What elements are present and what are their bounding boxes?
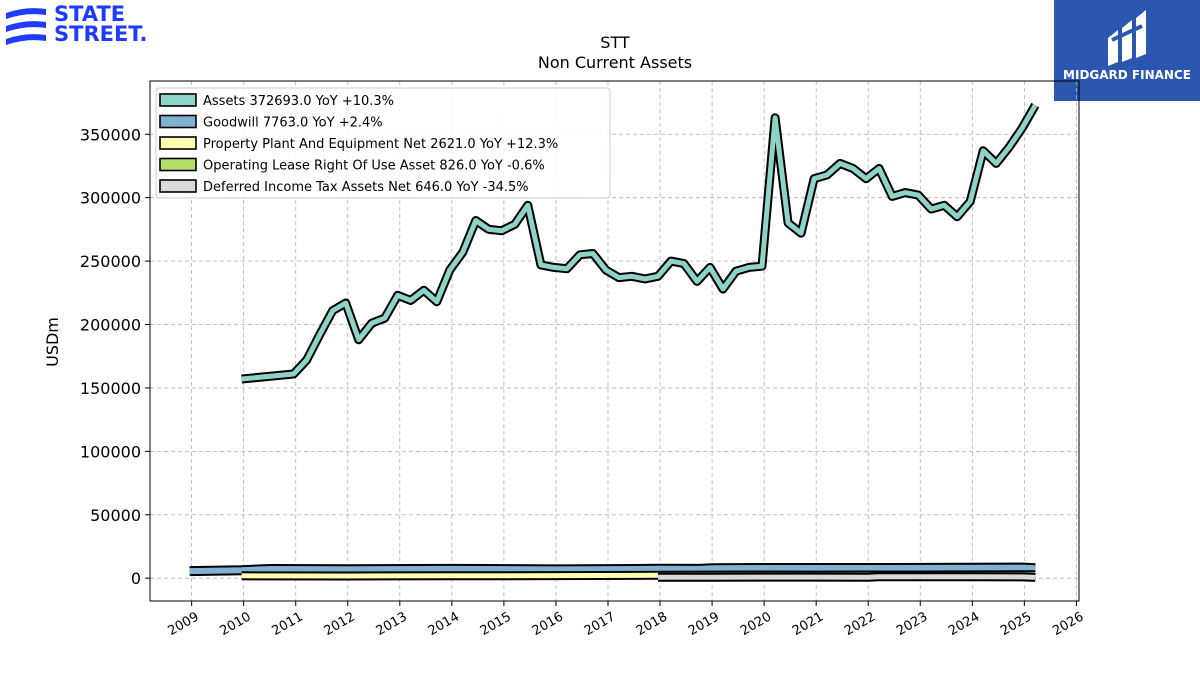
- x-tick-label: 2015: [478, 609, 514, 639]
- x-tick-label: 2009: [165, 609, 201, 639]
- y-tick-label: 200000: [80, 316, 141, 335]
- legend-swatch: [159, 93, 197, 107]
- legend-swatch: [159, 179, 197, 193]
- midgard-brand-text: MIDGARD FINANCE: [1063, 68, 1191, 82]
- chart-subtitle: Non Current Assets: [538, 53, 692, 72]
- y-axis-ticks: 0 50000 100000 150000 200000 250000 300000 3500…: [80, 125, 150, 588]
- legend-swatch: [159, 114, 197, 129]
- x-tick-label: 2014: [426, 609, 462, 639]
- legend-label: Operating Lease Right Of Use Asset 826.0…: [203, 159, 545, 174]
- y-tick-label: 100000: [80, 442, 141, 461]
- legend-label: Goodwill 7763.0 YoY +2.4%: [203, 116, 383, 131]
- legend-swatch: [159, 157, 197, 172]
- x-tick-label: 2023: [894, 609, 930, 639]
- y-tick-label: 50000: [90, 506, 141, 525]
- x-tick-label: 2020: [738, 609, 774, 639]
- y-tick-label: 250000: [80, 252, 141, 271]
- plot-frame: [149, 80, 1080, 602]
- legend-box: [155, 87, 611, 199]
- x-tick-label: 2019: [686, 609, 722, 639]
- x-tick-label: 2018: [634, 609, 670, 639]
- x-tick-label: 2024: [946, 609, 982, 639]
- x-tick-label: 2025: [998, 609, 1034, 639]
- y-axis-label: USDm: [43, 317, 62, 367]
- series-line-1: [189, 564, 1036, 575]
- x-tick-label: 2021: [790, 609, 826, 639]
- series-line-4: [657, 574, 1036, 580]
- legend-label: Assets 372693.0 YoY +10.3%: [203, 94, 394, 109]
- x-tick-label: 2016: [530, 609, 566, 639]
- x-tick-label: 2026: [1050, 609, 1086, 639]
- brand-line-2: STREET.: [54, 22, 148, 46]
- brand-line-1: STATE: [54, 2, 126, 26]
- legend-swatch: [159, 136, 197, 150]
- y-tick-label: 0: [131, 569, 141, 588]
- legend: Assets 372693.0 YoY +10.3% Goodwill 7763.…: [155, 87, 611, 199]
- state-street-stripes-icon: [6, 8, 46, 45]
- chart-title: STT: [600, 33, 630, 52]
- state-street-wordmark: STATE STREET.: [54, 2, 148, 46]
- series-line-0: [241, 103, 1038, 382]
- midgard-emblem-icon: [1108, 10, 1146, 66]
- x-tick-label: 2010: [218, 609, 254, 639]
- legend-label: Property Plant And Equipment Net 2621.0 …: [203, 137, 558, 152]
- y-tick-label: 350000: [80, 125, 141, 144]
- state-street-logo: STATE STREET.: [4, 4, 164, 48]
- x-tick-label: 2022: [842, 609, 878, 639]
- x-axis-ticks: 2009 2010 2011 2012 2013 2014 2015 2016 2017 2018…: [165, 601, 1086, 639]
- x-tick-label: 2017: [582, 609, 618, 639]
- x-tick-label: 2012: [322, 609, 358, 639]
- x-tick-label: 2013: [374, 609, 410, 639]
- midgard-finance-logo: MIDGARD FINANCE: [1054, 0, 1200, 101]
- y-tick-label: 150000: [80, 379, 141, 398]
- x-tick-label: 2011: [270, 609, 306, 639]
- legend-label: Deferred Income Tax Assets Net 646.0 YoY…: [203, 180, 529, 195]
- y-tick-label: 300000: [80, 189, 141, 208]
- series-layer: [189, 102, 1040, 582]
